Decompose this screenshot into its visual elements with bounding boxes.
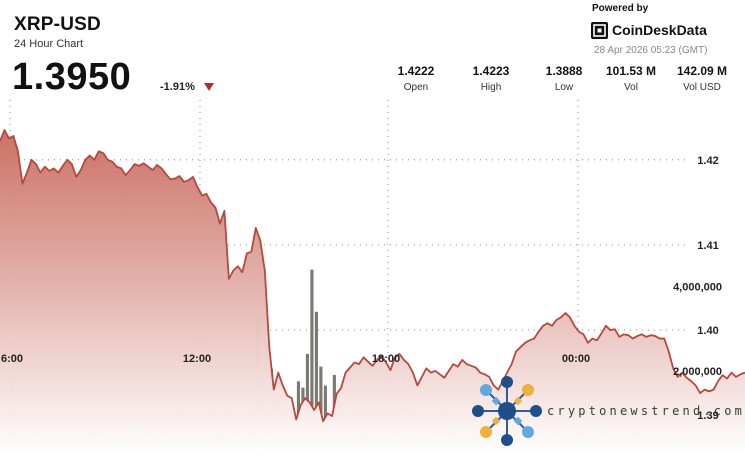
stat-vol-usd: 142.09 M Vol USD (662, 64, 742, 93)
chart-subtitle: 24 Hour Chart (14, 38, 84, 50)
coindesk-logo-icon (591, 22, 608, 39)
stat-vol-usd-label: Vol USD (683, 82, 721, 93)
x-tick-label: 00:00 (562, 353, 590, 365)
stat-open: 1.4222 Open (376, 64, 456, 93)
x-tick-label: 12:00 (183, 353, 211, 365)
x-tick-label: 6:00 (1, 353, 23, 365)
axis-labels: 6:00 12:00 18:00 00:00 1.42 1.41 1.40 1.39 2,000… (1, 155, 722, 422)
current-price: 1.3950 (12, 56, 132, 98)
y-tick-label: 1.42 (697, 155, 718, 167)
stat-vol-value: 101.53 M (605, 64, 657, 78)
volume-tick-label: 2,000,000 (673, 366, 722, 378)
stat-low-value: 1.3888 (545, 64, 583, 78)
stat-low-label: Low (554, 82, 574, 93)
network-hub-icon (472, 376, 542, 446)
volume-bar (310, 269, 314, 455)
powered-by-label: Powered by (592, 3, 649, 14)
stat-high: 1.4223 High (451, 64, 531, 93)
x-tick-label: 18:00 (372, 353, 400, 365)
y-tick-label: 1.40 (697, 325, 718, 337)
price-area (0, 130, 745, 456)
timestamp: 28 Apr 2026 05:23 (GMT) (594, 45, 708, 56)
y-tick-label: 1.41 (697, 240, 718, 252)
price-line (0, 129, 745, 423)
stat-open-label: Open (403, 82, 429, 93)
stat-low: 1.3888 Low (524, 64, 604, 93)
watermark-text: cryptonewstrend.com (547, 404, 745, 418)
stat-vol-label: Vol (624, 82, 638, 93)
down-arrow-icon (204, 83, 214, 91)
stat-open-value: 1.4222 (397, 64, 435, 78)
stat-vol-usd-value: 142.09 M (676, 64, 728, 78)
price-change-percent: -1.91% (160, 81, 195, 93)
volume-bar (314, 311, 318, 455)
volume-tick-label: 4,000,000 (673, 282, 722, 294)
stat-high-label: High (480, 82, 502, 93)
brand-name: CoinDeskData (612, 22, 707, 38)
ticker-symbol: XRP-USD (14, 14, 101, 35)
y-tick-label: 1.39 (697, 410, 718, 422)
stat-high-value: 1.4223 (472, 64, 510, 78)
stat-vol: 101.53 M Vol (591, 64, 671, 93)
